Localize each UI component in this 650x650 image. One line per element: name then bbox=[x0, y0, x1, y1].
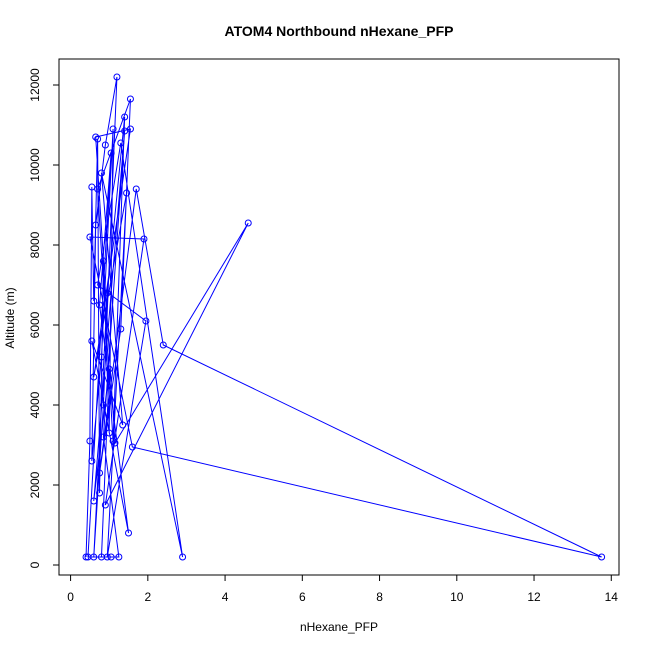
chart-title: ATOM4 Northbound nHexane_PFP bbox=[225, 23, 454, 39]
data-point bbox=[121, 113, 129, 121]
data-point bbox=[99, 257, 107, 265]
y-tick-label: 10000 bbox=[28, 148, 42, 182]
data-point bbox=[88, 337, 96, 345]
data-point bbox=[159, 341, 167, 349]
y-tick-label: 2000 bbox=[28, 471, 42, 498]
y-tick-label: 12000 bbox=[28, 68, 42, 102]
x-tick-label: 4 bbox=[222, 590, 229, 604]
data-point bbox=[105, 429, 113, 437]
data-point bbox=[97, 353, 105, 361]
data-point bbox=[128, 443, 136, 451]
data-point bbox=[88, 457, 96, 465]
x-tick-label: 2 bbox=[144, 590, 151, 604]
data-point bbox=[99, 401, 107, 409]
data-point bbox=[86, 437, 94, 445]
x-axis: 0 2 4 6 8 10 12 14 bbox=[67, 574, 619, 604]
data-point bbox=[96, 489, 104, 497]
data-point bbox=[101, 141, 109, 149]
data-point bbox=[97, 169, 105, 177]
x-tick-label: 0 bbox=[67, 590, 74, 604]
series-line bbox=[85, 76, 602, 558]
data-point bbox=[105, 365, 113, 373]
data-point bbox=[117, 139, 125, 147]
data-point bbox=[90, 497, 98, 505]
data-point bbox=[115, 553, 123, 561]
data-point bbox=[109, 437, 117, 445]
data-point bbox=[132, 185, 140, 193]
data-point bbox=[86, 233, 94, 241]
data-point bbox=[90, 297, 98, 305]
data-point bbox=[123, 189, 131, 197]
data-point bbox=[117, 325, 125, 333]
data-point bbox=[179, 553, 187, 561]
y-tick-label: 0 bbox=[28, 561, 42, 568]
data-point bbox=[82, 553, 90, 561]
data-point bbox=[126, 95, 134, 103]
data-point bbox=[90, 373, 98, 381]
x-tick-label: 12 bbox=[527, 590, 541, 604]
data-point bbox=[103, 289, 111, 297]
data-point bbox=[244, 219, 252, 227]
data-point bbox=[101, 501, 109, 509]
data-point bbox=[125, 529, 133, 537]
x-tick-label: 10 bbox=[450, 590, 464, 604]
data-point bbox=[99, 433, 107, 441]
data-point bbox=[92, 133, 100, 141]
data-point bbox=[598, 553, 606, 561]
data-point bbox=[92, 221, 100, 229]
data-point bbox=[97, 553, 105, 561]
y-axis: 0 2000 4000 6000 8000 10000 12000 bbox=[28, 68, 60, 568]
data-point bbox=[119, 421, 127, 429]
data-point bbox=[84, 553, 92, 561]
data-point bbox=[113, 73, 121, 81]
data-point bbox=[107, 149, 115, 157]
data-point bbox=[96, 469, 104, 477]
y-axis-label: Altitude (m) bbox=[3, 287, 17, 348]
data-point bbox=[96, 301, 104, 309]
x-axis-label: nHexane_PFP bbox=[300, 620, 378, 634]
x-tick-label: 6 bbox=[299, 590, 306, 604]
data-point bbox=[121, 127, 129, 135]
data-point bbox=[107, 553, 115, 561]
y-tick-label: 8000 bbox=[28, 231, 42, 258]
data-point bbox=[94, 185, 102, 193]
y-tick-label: 4000 bbox=[28, 391, 42, 418]
data-point bbox=[109, 125, 117, 133]
series-layer bbox=[82, 73, 606, 561]
data-point bbox=[111, 439, 119, 447]
data-point bbox=[94, 135, 102, 143]
x-tick-label: 14 bbox=[605, 590, 619, 604]
y-tick-label: 6000 bbox=[28, 311, 42, 338]
data-point bbox=[94, 281, 102, 289]
data-point bbox=[140, 235, 148, 243]
data-point bbox=[142, 317, 150, 325]
x-tick-label: 8 bbox=[376, 590, 383, 604]
